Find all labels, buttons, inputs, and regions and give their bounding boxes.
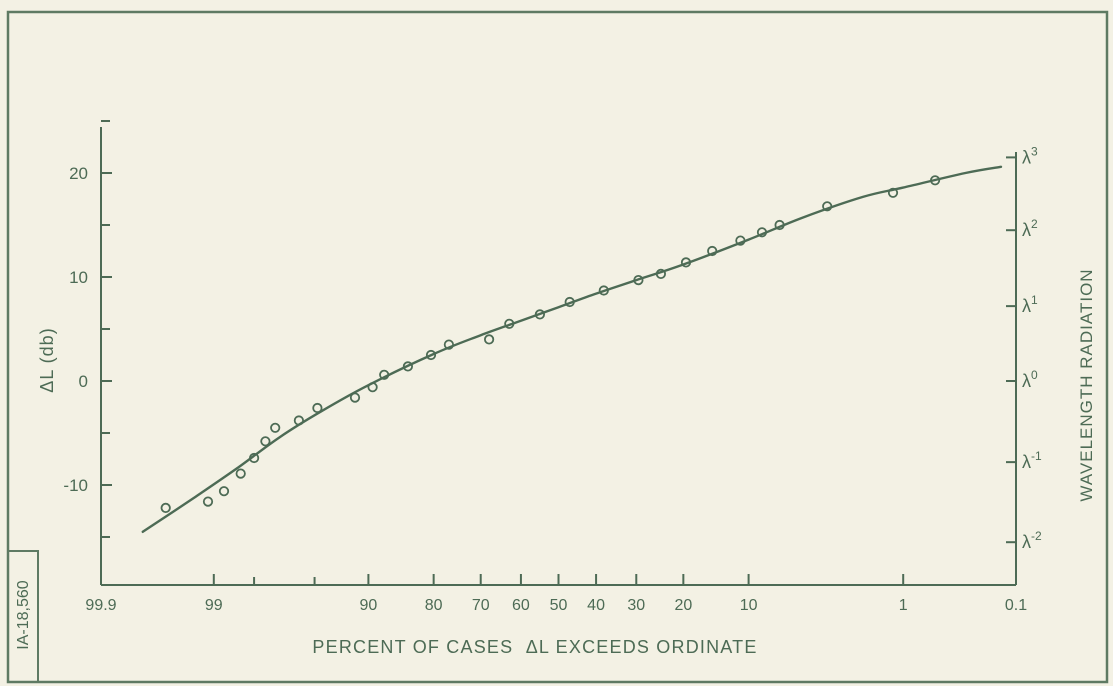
data-point-marker <box>312 402 323 414</box>
y2-tick-label: λ2 <box>1022 217 1038 240</box>
data-point-marker <box>504 318 515 329</box>
lambda-symbol: λ <box>1022 296 1031 316</box>
lambda-exponent: 1 <box>1031 293 1038 307</box>
data-point-marker <box>483 334 495 345</box>
y2-tick-label: λ-1 <box>1022 449 1042 472</box>
figure-id-label: IA-18,560 <box>15 580 32 649</box>
data-point-marker <box>293 415 304 426</box>
data-point-marker <box>707 245 718 257</box>
figure-id-frame <box>7 550 39 683</box>
data-point-marker <box>260 436 271 447</box>
y-tick-label: 10 <box>69 268 88 287</box>
x-tick-label: 99 <box>205 597 223 614</box>
x-tick-label: 50 <box>550 597 568 614</box>
data-point-marker <box>249 452 260 464</box>
data-point-marker <box>534 309 546 320</box>
data-point-marker <box>202 496 214 507</box>
fit-curve-layer <box>141 165 1003 533</box>
lambda-symbol: λ <box>1022 532 1031 552</box>
data-point-marker <box>735 235 746 246</box>
y-tick-label: 20 <box>69 164 88 183</box>
data-points <box>160 175 941 513</box>
x-tick-label: 80 <box>425 597 443 614</box>
data-point-marker <box>598 285 609 296</box>
data-point-marker <box>367 382 378 393</box>
x-tick-label: 40 <box>587 597 605 614</box>
x-tick-label: 10 <box>740 597 758 614</box>
lambda-symbol: λ <box>1022 452 1031 472</box>
data-point-marker <box>655 268 667 279</box>
data-point-marker <box>822 201 833 212</box>
y2-tick-label: λ0 <box>1022 368 1038 391</box>
lambda-exponent: 3 <box>1031 144 1038 158</box>
y2-tick-label: λ3 <box>1022 144 1038 167</box>
data-point-marker <box>443 339 454 350</box>
y-tick-label: 0 <box>79 372 88 391</box>
data-point-marker <box>633 274 644 286</box>
y-tick-label: -10 <box>63 476 88 495</box>
x-tick-label: 90 <box>360 597 378 614</box>
y2-tick-label: λ-2 <box>1022 529 1042 552</box>
data-point-marker <box>774 219 785 231</box>
x-tick-label: 30 <box>627 597 645 614</box>
data-point-marker <box>349 392 361 403</box>
data-point-marker <box>564 296 575 308</box>
fit-curve-line <box>141 165 1003 533</box>
x-tick-label: 20 <box>674 597 692 614</box>
lambda-symbol: λ <box>1022 371 1031 391</box>
data-point-marker <box>425 349 437 361</box>
lambda-exponent: 2 <box>1031 217 1038 231</box>
lambda-exponent: -2 <box>1031 529 1042 543</box>
outer-frame <box>6 10 1109 684</box>
data-point-marker <box>235 468 246 479</box>
tick-labels: 99.9 99 90 80 70 60 50 40 30 20 10 1 0.120100-10λ3λ2… <box>63 144 1042 614</box>
lambda-symbol: λ <box>1022 147 1031 167</box>
x-tick-label: 99.9 <box>85 597 116 614</box>
x-tick-label: 60 <box>512 597 530 614</box>
data-point-marker <box>680 257 692 268</box>
axis-ticks <box>100 120 1017 585</box>
data-point-marker <box>402 361 413 372</box>
data-point-marker <box>929 175 941 186</box>
lambda-exponent: -1 <box>1031 449 1042 463</box>
data-point-marker <box>160 502 171 513</box>
y2-tick-label: λ1 <box>1022 293 1038 316</box>
x-tick-label: 1 <box>899 597 908 614</box>
x-tick-label: 0.1 <box>1005 597 1027 614</box>
lambda-exponent: 0 <box>1031 368 1038 382</box>
y-axis-title: ΔL (db) <box>37 327 57 392</box>
data-point-marker <box>887 187 899 198</box>
y2-axis-title: WAVELENGTH RADIATION <box>1077 268 1096 501</box>
x-axis-title: PERCENT OF CASES ΔL EXCEEDS ORDINATE <box>312 637 757 657</box>
data-point-marker <box>218 486 230 497</box>
lambda-symbol: λ <box>1022 220 1031 240</box>
data-point-marker <box>756 227 768 238</box>
data-point-marker <box>379 369 390 380</box>
data-point-marker <box>270 422 281 433</box>
x-tick-label: 70 <box>472 597 490 614</box>
figure-id-box: IA-18,560 <box>7 550 39 683</box>
